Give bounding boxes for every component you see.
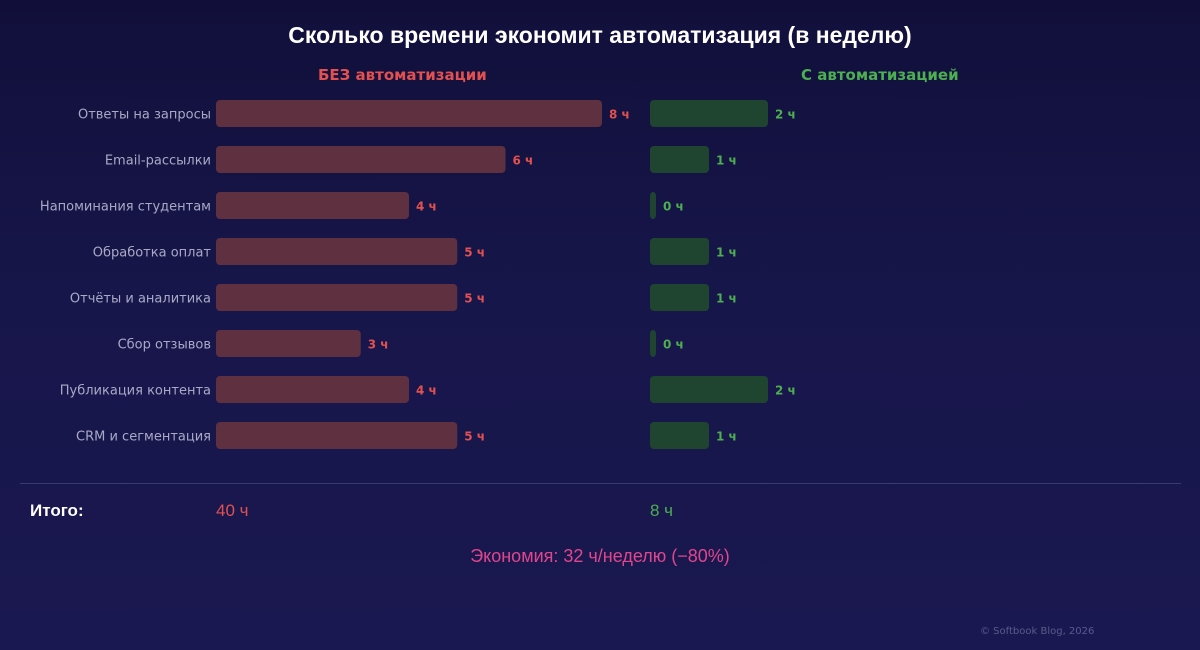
copyright-footer: © Softbook Blog, 2026: [980, 626, 1095, 637]
bar-without: [216, 146, 506, 173]
category-label: CRM и сегментация: [76, 430, 211, 445]
value-label-with: 0 ч: [663, 338, 684, 352]
value-label-with: 1 ч: [716, 154, 737, 168]
value-label-without: 5 ч: [464, 292, 485, 306]
value-label-with: 1 ч: [716, 246, 737, 260]
series-header-with: С автоматизацией: [801, 66, 959, 84]
bar-chart: Ответы на запросы 8 ч 2 ч Email-рассылки 6 ч…: [40, 100, 796, 449]
bar-without: [216, 238, 458, 265]
bar-with: [650, 330, 656, 357]
value-label-without: 5 ч: [464, 430, 485, 444]
bar-with: [650, 238, 709, 265]
category-label: Ответы на запросы: [78, 108, 211, 123]
bar-without: [216, 330, 361, 357]
value-label-with: 2 ч: [775, 108, 796, 122]
bar-without: [216, 192, 409, 219]
bar-with: [650, 100, 768, 127]
totals-label: Итого:: [30, 501, 84, 520]
value-label-with: 1 ч: [716, 430, 737, 444]
value-label-without: 5 ч: [464, 246, 485, 260]
bar-without: [216, 100, 602, 127]
category-label: Напоминания студентам: [40, 200, 211, 215]
value-label-without: 3 ч: [368, 338, 389, 352]
value-label-with: 2 ч: [775, 384, 796, 398]
value-label-with: 0 ч: [663, 200, 684, 214]
value-label-with: 1 ч: [716, 292, 737, 306]
bar-without: [216, 284, 458, 311]
bar-without: [216, 422, 458, 449]
chart-title: Сколько времени экономит автоматизация (…: [288, 22, 912, 48]
total-with: 8 ч: [650, 501, 674, 520]
value-label-without: 6 ч: [513, 154, 534, 168]
value-label-without: 4 ч: [416, 384, 437, 398]
category-label: Email-рассылки: [105, 154, 211, 169]
category-label: Публикация контента: [60, 384, 211, 399]
bar-with: [650, 146, 709, 173]
total-without: 40 ч: [216, 501, 249, 520]
bar-with: [650, 422, 709, 449]
category-label: Сбор отзывов: [118, 338, 211, 353]
totals-divider: [20, 483, 1181, 484]
bar-with: [650, 284, 709, 311]
savings-summary: Экономия: 32 ч/неделю (−80%): [470, 546, 730, 566]
bar-without: [216, 376, 409, 403]
bar-with: [650, 192, 656, 219]
category-label: Обработка оплат: [93, 246, 212, 261]
value-label-without: 8 ч: [609, 108, 630, 122]
bar-with: [650, 376, 768, 403]
category-label: Отчёты и аналитика: [70, 292, 211, 307]
value-label-without: 4 ч: [416, 200, 437, 214]
series-header-without: БЕЗ автоматизации: [318, 66, 487, 84]
